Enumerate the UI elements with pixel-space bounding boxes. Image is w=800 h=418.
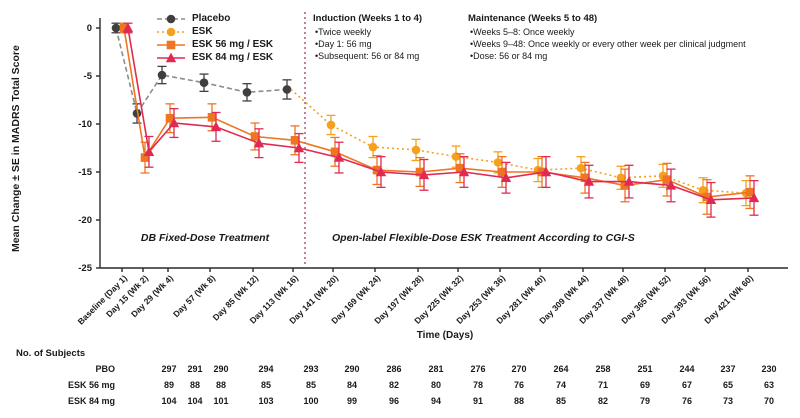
circle-marker-icon: [157, 27, 185, 36]
square-marker-icon: [157, 40, 185, 49]
table-cell: 94: [430, 396, 441, 406]
y-tick-label: -15: [78, 167, 92, 178]
table-cell: 70: [763, 396, 774, 406]
table-cell: 244: [679, 364, 695, 374]
table-cell: 258: [595, 364, 611, 374]
series-esk: [290, 88, 751, 207]
table-cell: 294: [258, 364, 274, 374]
annotation-bullet: Subsequent: 56 or 84 mg: [313, 50, 463, 62]
table-cell: 82: [597, 396, 608, 406]
subjects-table-title: No. of Subjects: [16, 348, 86, 359]
table-cell: 101: [213, 396, 229, 406]
table-cell: 63: [763, 380, 774, 390]
table-cell: 65: [722, 380, 733, 390]
table-cell: 78: [472, 380, 483, 390]
table-cell: 79: [639, 396, 650, 406]
legend-label: Placebo: [192, 13, 231, 24]
table-cell: 69: [639, 380, 650, 390]
x-axis-title: Time (Days): [416, 330, 474, 341]
y-tick-label: -25: [78, 263, 92, 274]
table-cell: 264: [553, 364, 569, 374]
table-cell: 91: [472, 396, 483, 406]
circle-marker-icon: [157, 14, 185, 23]
y-tick-label: -10: [78, 119, 92, 130]
table-cell: 74: [555, 380, 566, 390]
annotation-bullet: Dose: 56 or 84 mg: [468, 50, 796, 62]
table-cell: 89: [163, 380, 174, 390]
table-cell: 291: [187, 364, 203, 374]
table-cell: 88: [189, 380, 200, 390]
triangle-marker-icon: [157, 52, 185, 62]
axes: [96, 18, 788, 272]
table-cell: 286: [386, 364, 402, 374]
induction-bullet-list: Twice weeklyDay 1: 56 mgSubsequent: 56 o…: [313, 26, 463, 62]
table-cell: 88: [215, 380, 226, 390]
table-cell: 290: [213, 364, 229, 374]
annotation-bullet: Weeks 9–48: Once weekly or every other w…: [468, 38, 796, 50]
table-cell: 85: [555, 396, 566, 406]
legend-label: ESK: [192, 26, 213, 37]
table-cell: 73: [722, 396, 733, 406]
legend-item: ESK 84 mg / ESK: [156, 51, 273, 64]
induction-annotation: Induction (Weeks 1 to 4) Twice weeklyDay…: [313, 13, 463, 62]
annotation-bullet: Day 1: 56 mg: [313, 38, 463, 50]
induction-title: Induction (Weeks 1 to 4): [313, 13, 423, 24]
y-tick-label: 0: [86, 23, 92, 34]
phase-label-double-blind: DB Fixed-Dose Treatment: [140, 232, 270, 244]
table-cell: 103: [258, 396, 274, 406]
series-placebo: [111, 22, 292, 124]
table-cell: 100: [303, 396, 319, 406]
legend-item: Placebo: [156, 12, 273, 25]
table-cell: 76: [681, 396, 692, 406]
annotation-bullet: Twice weekly: [313, 26, 463, 38]
y-tick-label: -20: [78, 215, 92, 226]
table-row-label: ESK 56 mg: [67, 380, 115, 390]
table-cell: 290: [344, 364, 360, 374]
maintenance-title: Maintenance (Weeks 5 to 48): [468, 13, 598, 24]
table-cell: 85: [305, 380, 316, 390]
table-cell: 104: [187, 396, 203, 406]
table-cell: 88: [513, 396, 524, 406]
table-cell: 270: [511, 364, 527, 374]
legend-item: ESK 56 mg / ESK: [156, 38, 273, 51]
legend-item: ESK: [156, 25, 273, 38]
table-cell: 104: [161, 396, 177, 406]
y-axis-label: Mean Change ± SE in MADRS Total Score: [10, 45, 22, 252]
table-row-label: PBO: [95, 364, 115, 374]
phase-label-open-label: Open-label Flexible-Dose ESK Treatment A…: [332, 232, 635, 244]
table-cell: 230: [761, 364, 777, 374]
table-cell: 85: [260, 380, 271, 390]
y-tick-label: -5: [83, 71, 92, 82]
chart-legend: Placebo ESK ESK 56 mg / ESK ESK 84 mg / ESK: [156, 12, 273, 64]
legend-label: ESK 84 mg / ESK: [192, 52, 274, 63]
table-cell: 293: [303, 364, 319, 374]
table-cell: 96: [388, 396, 399, 406]
annotation-bullet: Weeks 5–8: Once weekly: [468, 26, 796, 38]
table-cell: 76: [513, 380, 524, 390]
table-cell: 281: [428, 364, 444, 374]
table-cell: 67: [681, 380, 692, 390]
table-cell: 297: [161, 364, 177, 374]
table-cell: 82: [388, 380, 399, 390]
table-cell: 237: [720, 364, 736, 374]
table-row-label: ESK 84 mg: [67, 396, 115, 406]
table-cell: 80: [430, 380, 441, 390]
table-cell: 71: [597, 380, 608, 390]
table-cell: 99: [346, 396, 357, 406]
legend-label: ESK 56 mg / ESK: [192, 39, 274, 50]
table-cell: 251: [637, 364, 653, 374]
maintenance-bullet-list: Weeks 5–8: Once weeklyWeeks 9–48: Once w…: [468, 26, 796, 62]
maintenance-annotation: Maintenance (Weeks 5 to 48) Weeks 5–8: O…: [468, 13, 796, 62]
series-esk-84-mg-esk: [122, 22, 760, 218]
table-cell: 276: [470, 364, 486, 374]
table-cell: 84: [346, 380, 357, 390]
